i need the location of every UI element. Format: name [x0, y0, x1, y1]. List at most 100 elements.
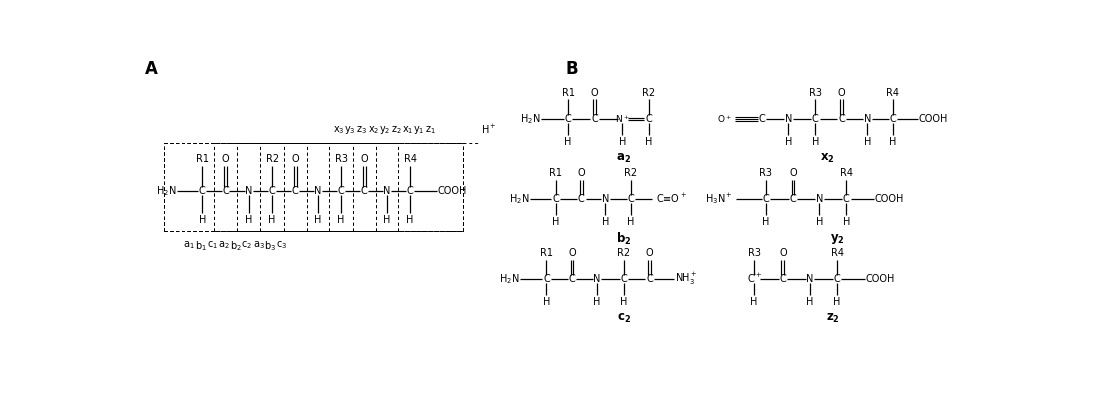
Text: c$_2$: c$_2$: [242, 239, 253, 250]
Text: R3: R3: [809, 88, 822, 98]
Text: N: N: [593, 274, 601, 284]
Text: R2: R2: [642, 88, 656, 98]
Text: C: C: [591, 114, 598, 124]
Text: C: C: [646, 114, 652, 124]
Text: y$_2$: y$_2$: [379, 124, 391, 136]
Text: z$_2$: z$_2$: [391, 124, 402, 136]
Text: C: C: [839, 114, 845, 124]
Text: $\mathbf{x_2}$: $\mathbf{x_2}$: [819, 152, 834, 165]
Text: COOH: COOH: [438, 186, 468, 196]
Text: R2: R2: [266, 154, 279, 164]
Text: C: C: [628, 194, 635, 204]
Text: H$_2$N: H$_2$N: [498, 272, 519, 286]
Text: O: O: [778, 248, 786, 258]
Text: N: N: [314, 186, 322, 196]
Text: N$^+$: N$^+$: [615, 113, 630, 124]
Text: x$_3$: x$_3$: [333, 124, 344, 136]
Text: z$_3$: z$_3$: [356, 124, 367, 136]
Text: x$_2$: x$_2$: [368, 124, 379, 136]
Text: a$_1$: a$_1$: [183, 239, 195, 250]
Text: H: H: [542, 297, 550, 307]
Text: C: C: [292, 186, 299, 196]
Text: H: H: [833, 297, 841, 307]
Text: H: H: [337, 215, 345, 225]
Text: COOH: COOH: [865, 274, 895, 284]
Text: COOH: COOH: [918, 114, 948, 124]
Text: C: C: [780, 274, 786, 284]
Text: C: C: [269, 186, 276, 196]
Text: R4: R4: [404, 154, 416, 164]
Text: C: C: [564, 114, 572, 124]
Text: C: C: [406, 186, 414, 196]
Text: N: N: [816, 194, 822, 204]
Text: C: C: [833, 274, 840, 284]
Text: y$_1$: y$_1$: [414, 124, 425, 136]
Text: R1: R1: [540, 248, 553, 258]
Text: R4: R4: [886, 88, 899, 98]
Text: a$_3$: a$_3$: [253, 239, 265, 250]
Text: R3: R3: [748, 248, 761, 258]
Text: H: H: [889, 137, 897, 147]
Text: H: H: [314, 215, 322, 225]
Text: H: H: [593, 297, 601, 307]
Text: $\mathbf{b_2}$: $\mathbf{b_2}$: [616, 231, 631, 247]
Text: N: N: [383, 186, 391, 196]
Text: H: H: [383, 215, 391, 225]
Text: O: O: [360, 154, 368, 164]
Text: H: H: [602, 217, 609, 227]
Text: NH$_3^+$: NH$_3^+$: [675, 271, 697, 287]
Text: y$_3$: y$_3$: [344, 124, 356, 136]
Text: R4: R4: [840, 168, 853, 178]
Text: c$_1$: c$_1$: [206, 239, 219, 250]
Text: O$^+$: O$^+$: [717, 113, 732, 124]
Text: a$_2$: a$_2$: [219, 239, 229, 250]
Text: O: O: [591, 88, 598, 98]
Text: COOH: COOH: [874, 194, 904, 204]
Text: H: H: [864, 137, 871, 147]
Text: N: N: [806, 274, 814, 284]
Text: $\mathbf{c_2}$: $\mathbf{c_2}$: [617, 312, 631, 325]
Text: H$_2$N: H$_2$N: [156, 184, 176, 198]
Text: R4: R4: [830, 248, 843, 258]
Text: H$_2$N: H$_2$N: [519, 112, 540, 126]
Text: b$_1$: b$_1$: [194, 239, 206, 253]
Text: c$_3$: c$_3$: [276, 239, 287, 250]
Text: H: H: [199, 215, 206, 225]
Text: C: C: [569, 274, 575, 284]
Text: $\mathbf{z_2}$: $\mathbf{z_2}$: [826, 312, 840, 325]
Text: H: H: [618, 137, 626, 147]
Text: H: H: [620, 297, 628, 307]
Text: C: C: [762, 194, 770, 204]
Text: H: H: [552, 217, 560, 227]
Text: C: C: [578, 194, 585, 204]
Text: R1: R1: [562, 88, 574, 98]
Text: R1: R1: [549, 168, 562, 178]
Text: H: H: [645, 137, 652, 147]
Text: z$_1$: z$_1$: [425, 124, 436, 136]
Text: R2: R2: [617, 248, 630, 258]
Text: O: O: [578, 168, 585, 178]
Text: C≡O$^+$: C≡O$^+$: [657, 192, 687, 205]
Text: O: O: [646, 248, 653, 258]
Text: H: H: [806, 297, 814, 307]
Text: H: H: [811, 137, 819, 147]
Text: B: B: [565, 60, 578, 78]
Text: C: C: [199, 186, 205, 196]
Text: N: N: [245, 186, 253, 196]
Text: C: C: [338, 186, 345, 196]
Text: b$_3$: b$_3$: [264, 239, 276, 253]
Text: A: A: [145, 60, 158, 78]
Text: O: O: [292, 154, 299, 164]
Text: N: N: [785, 114, 792, 124]
Text: C: C: [789, 194, 796, 204]
Text: H: H: [785, 137, 792, 147]
Text: C: C: [361, 186, 368, 196]
Text: O: O: [568, 248, 575, 258]
Text: $\cdot$: $\cdot$: [752, 268, 757, 278]
Text: H: H: [406, 215, 414, 225]
Text: C: C: [620, 274, 627, 284]
Text: H: H: [245, 215, 253, 225]
Text: H: H: [564, 137, 572, 147]
Text: C: C: [813, 114, 819, 124]
Text: R3: R3: [760, 168, 772, 178]
